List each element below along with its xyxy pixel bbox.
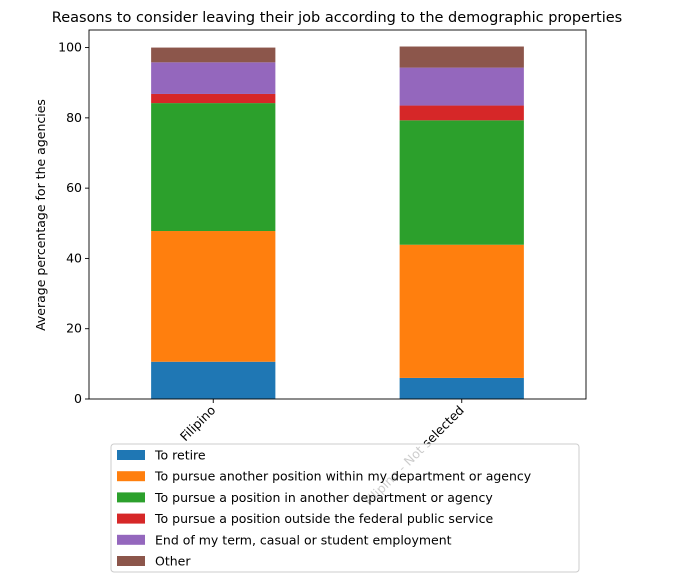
legend-label: To pursue a position in another departme… — [154, 490, 493, 505]
bar-segment — [399, 120, 524, 245]
legend-box — [110, 443, 580, 573]
x-tick-label: Filipino — [177, 403, 218, 444]
legend-label: To pursue another position within my dep… — [154, 469, 532, 484]
legend-label: To pursue a position outside the federal… — [154, 511, 494, 526]
legend-swatch — [117, 513, 145, 524]
bar-segment — [151, 47, 276, 63]
legend-swatch — [117, 556, 145, 566]
bar-segment — [151, 62, 276, 94]
bar-segment — [399, 105, 524, 121]
bar-segment — [399, 67, 524, 106]
bar-segment — [151, 231, 276, 362]
y-tick-label: 0 — [74, 391, 82, 406]
plot-frame — [88, 29, 587, 400]
y-tick-label: 100 — [58, 40, 82, 55]
legend-label: To retire — [154, 448, 206, 463]
bar-segment — [399, 377, 524, 399]
y-tick-label: 80 — [66, 110, 82, 125]
chart-title: Reasons to consider leaving their job ac… — [52, 10, 622, 26]
y-tick-label: 20 — [66, 321, 82, 336]
y-tick-label: 60 — [66, 180, 82, 195]
legend-label: Other — [155, 554, 191, 569]
bars-layer — [151, 46, 524, 399]
legend-swatch — [117, 450, 145, 460]
legend-swatch — [117, 471, 145, 482]
y-tick-label: 40 — [66, 250, 82, 265]
bar-segment — [151, 361, 276, 399]
legend: To retire To pursue another position with… — [110, 443, 580, 573]
legend-swatch — [117, 492, 145, 503]
y-axis-label: Average percentage for the agencies — [33, 99, 48, 331]
bar-segment — [399, 46, 524, 68]
bar-segment — [151, 93, 276, 104]
bar-segment — [399, 244, 524, 378]
bar-segment — [151, 103, 276, 232]
legend-swatch — [117, 534, 145, 545]
legend-label: End of my term, casual or student employ… — [155, 532, 452, 547]
